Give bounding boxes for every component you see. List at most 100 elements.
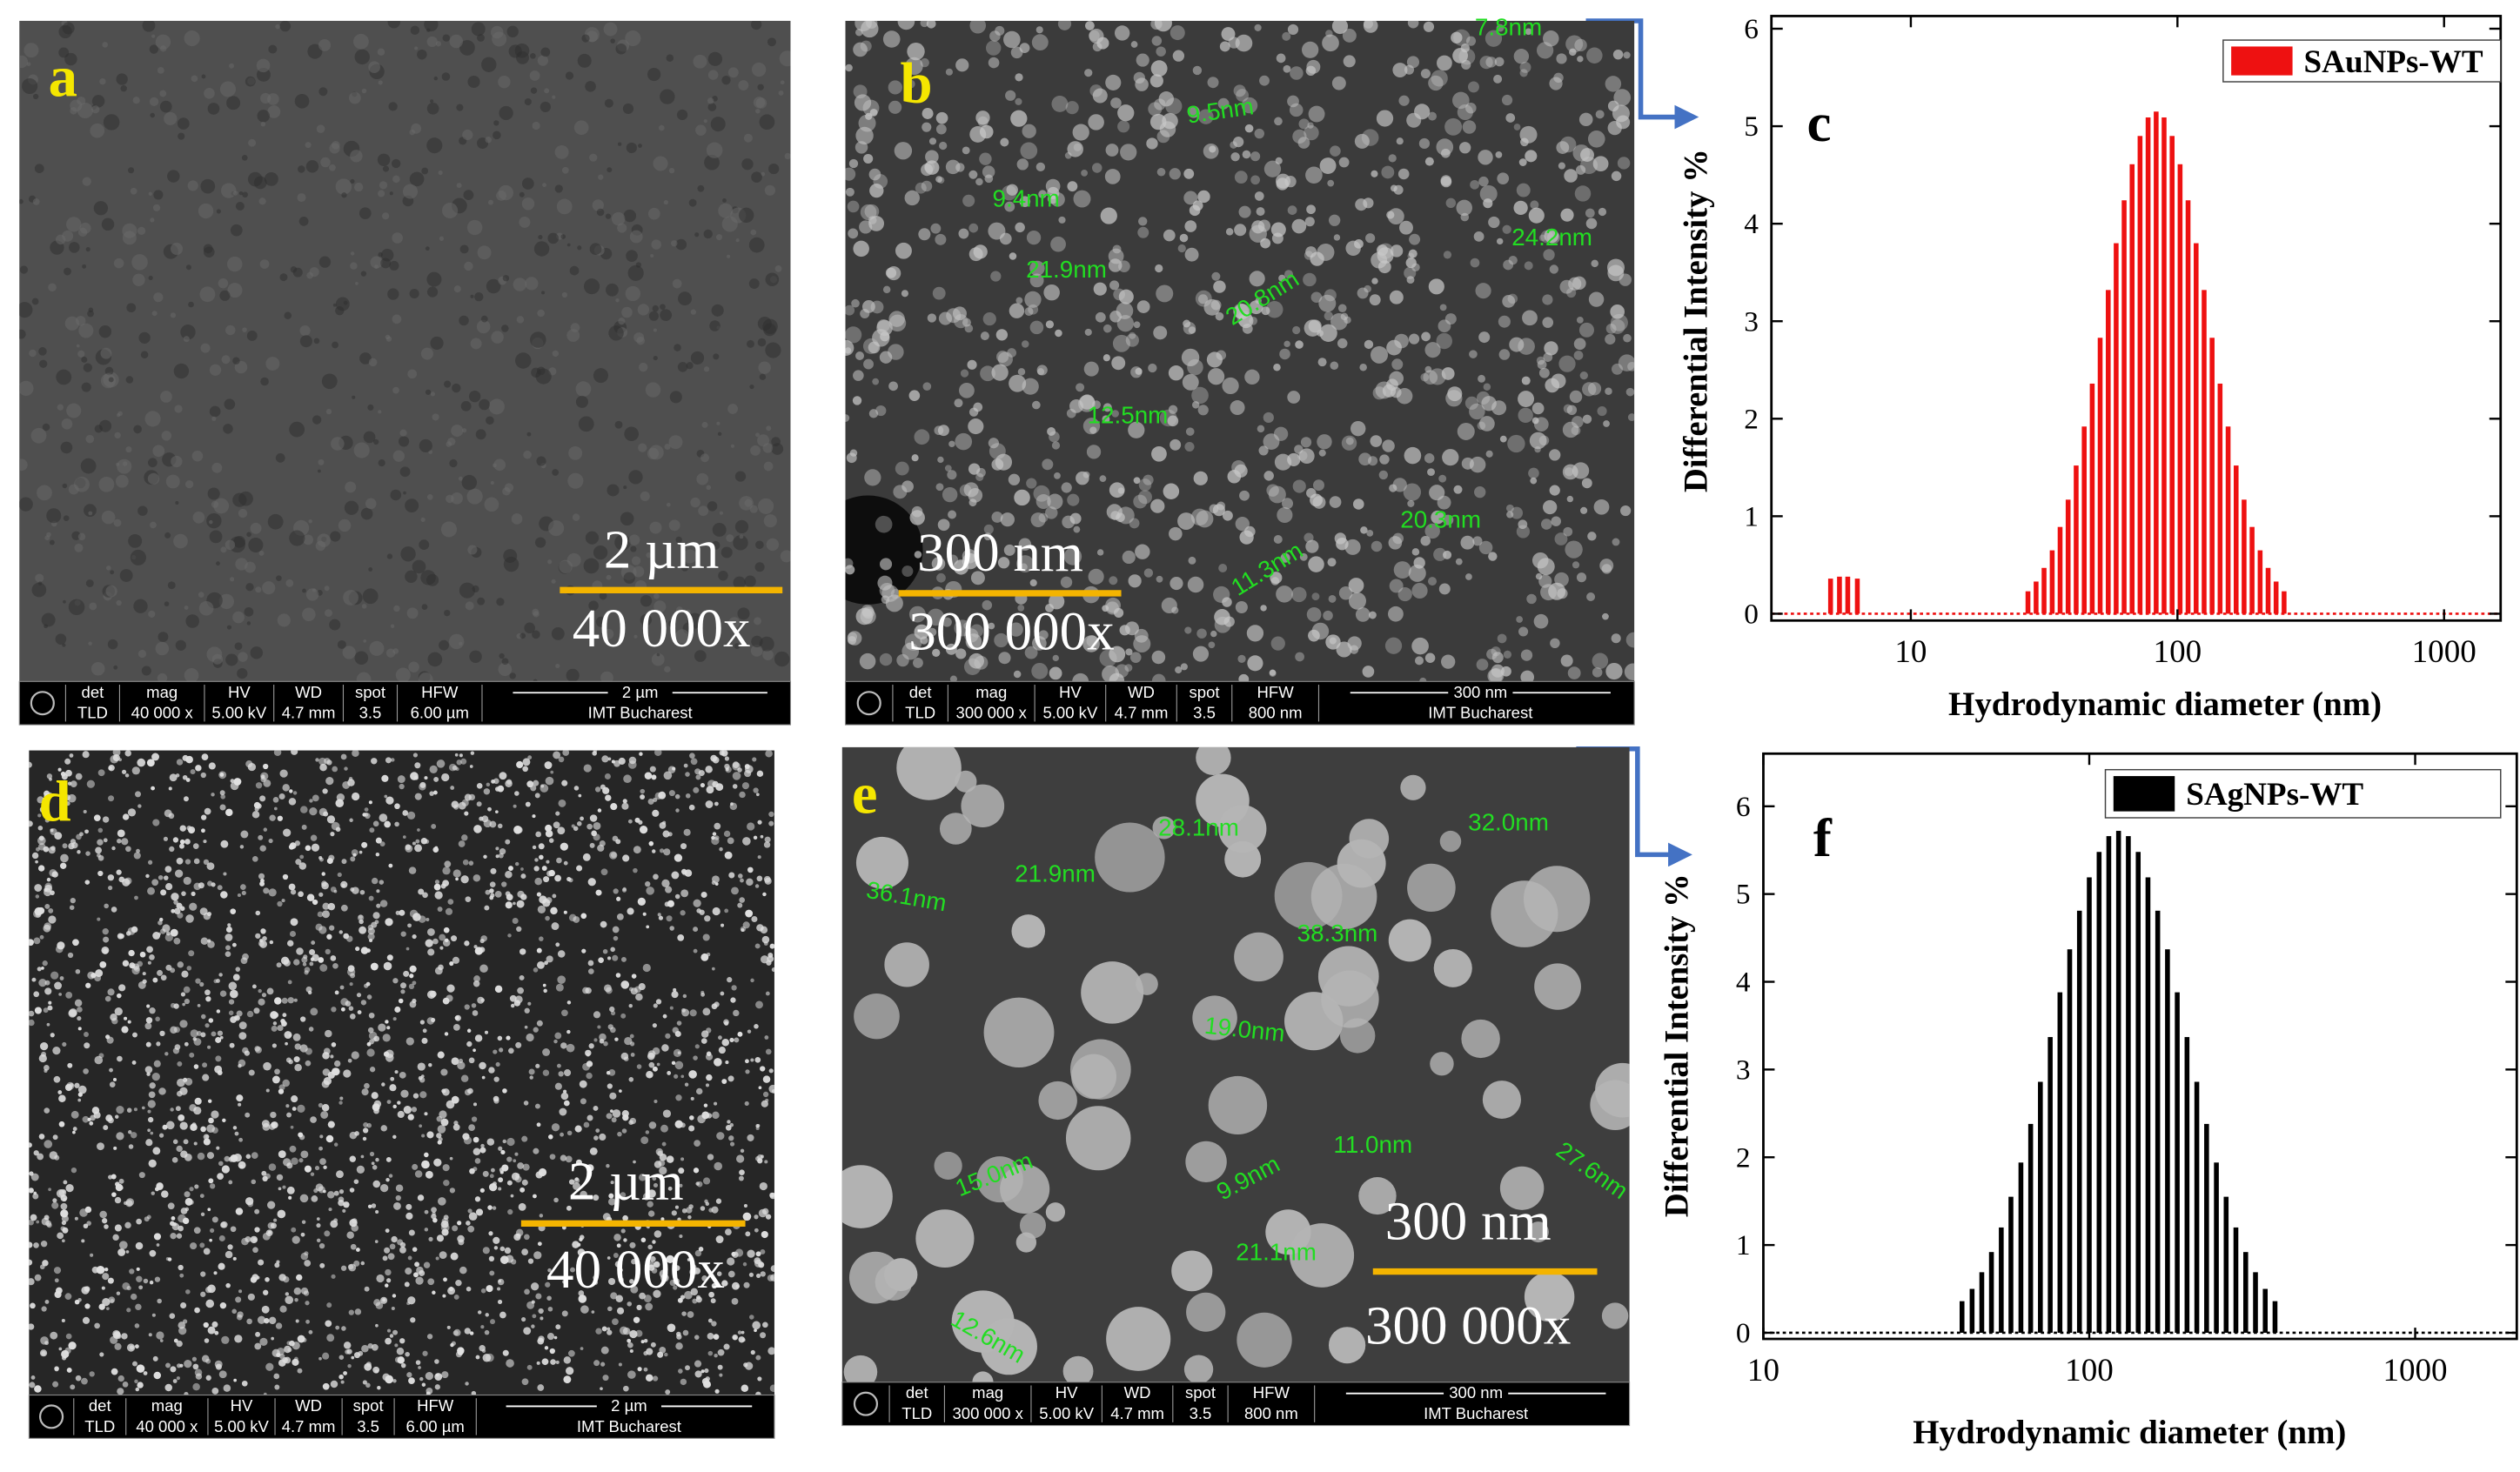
particle bbox=[91, 1107, 100, 1114]
particle bbox=[333, 1060, 341, 1067]
particle bbox=[412, 1247, 418, 1252]
particle bbox=[937, 519, 950, 532]
particle bbox=[419, 783, 426, 791]
particle bbox=[289, 421, 305, 438]
particle bbox=[173, 900, 178, 905]
particle bbox=[1347, 636, 1362, 651]
scale-bar-label: 300 nm bbox=[917, 522, 1083, 583]
particle bbox=[210, 1183, 216, 1189]
particle bbox=[1024, 307, 1034, 317]
particle bbox=[948, 510, 957, 519]
particle bbox=[301, 824, 307, 830]
particle bbox=[1618, 354, 1635, 371]
particle bbox=[1045, 320, 1055, 329]
particle bbox=[446, 984, 455, 993]
particle bbox=[62, 1239, 65, 1243]
particle bbox=[391, 158, 401, 169]
particle bbox=[882, 285, 891, 294]
particle bbox=[177, 1061, 183, 1067]
particle bbox=[502, 1349, 509, 1356]
particle bbox=[614, 420, 623, 429]
particle bbox=[551, 922, 560, 931]
particle bbox=[727, 254, 731, 258]
particle bbox=[318, 1146, 323, 1151]
particle bbox=[64, 1347, 71, 1355]
particle bbox=[1218, 564, 1228, 572]
particle bbox=[738, 1336, 746, 1343]
particle bbox=[1270, 577, 1280, 585]
particle bbox=[1627, 413, 1635, 422]
particle bbox=[279, 20, 292, 32]
particle bbox=[1054, 472, 1061, 479]
particle bbox=[372, 1366, 380, 1374]
particle bbox=[426, 28, 431, 32]
particle bbox=[626, 250, 638, 262]
particle bbox=[578, 793, 582, 798]
particle bbox=[901, 642, 920, 660]
particle bbox=[705, 1083, 710, 1087]
particle bbox=[1310, 291, 1323, 303]
info-value: 300 000 x bbox=[956, 704, 1028, 722]
particle bbox=[295, 1319, 299, 1323]
particle bbox=[1537, 359, 1547, 370]
particle bbox=[104, 1224, 109, 1229]
particle bbox=[649, 1255, 656, 1262]
particle bbox=[33, 991, 40, 998]
particle bbox=[1102, 324, 1112, 333]
particle bbox=[637, 1367, 642, 1372]
particle bbox=[480, 1143, 485, 1148]
particle bbox=[1439, 830, 1462, 853]
particle bbox=[588, 600, 599, 611]
particle bbox=[405, 1203, 412, 1210]
particle bbox=[712, 1111, 720, 1120]
particle bbox=[66, 1368, 72, 1373]
particle bbox=[343, 1342, 352, 1349]
particle bbox=[703, 366, 710, 372]
particle bbox=[911, 454, 919, 462]
particle bbox=[904, 190, 920, 206]
particle bbox=[459, 582, 476, 599]
particle bbox=[103, 936, 110, 943]
sem-texture bbox=[841, 746, 1630, 1382]
particle bbox=[332, 766, 338, 773]
particle bbox=[320, 1111, 329, 1119]
particle bbox=[426, 286, 439, 298]
particle bbox=[191, 450, 204, 462]
particle bbox=[150, 112, 155, 118]
particle bbox=[220, 891, 228, 899]
particle bbox=[464, 1004, 470, 1010]
particle bbox=[658, 1159, 666, 1167]
particle bbox=[498, 1146, 503, 1151]
particle bbox=[74, 543, 84, 552]
particle bbox=[208, 1178, 214, 1184]
particle bbox=[117, 933, 124, 940]
particle bbox=[1424, 453, 1435, 464]
particle bbox=[521, 197, 535, 211]
particle bbox=[33, 937, 41, 945]
particle bbox=[746, 878, 754, 887]
particle bbox=[179, 1121, 188, 1130]
particle bbox=[473, 1048, 476, 1053]
particle bbox=[353, 182, 364, 192]
particle bbox=[105, 1114, 113, 1122]
particle bbox=[1554, 532, 1568, 545]
particle bbox=[199, 907, 208, 916]
particle bbox=[1464, 396, 1479, 410]
particle bbox=[973, 244, 988, 259]
particle bbox=[452, 956, 460, 964]
particle bbox=[359, 207, 372, 219]
particle bbox=[207, 1326, 216, 1335]
particle bbox=[682, 994, 687, 999]
particle bbox=[643, 1351, 648, 1356]
particle bbox=[1015, 297, 1023, 304]
particle bbox=[331, 437, 345, 451]
particle bbox=[1185, 427, 1195, 436]
particle bbox=[1358, 452, 1372, 466]
particle bbox=[743, 133, 753, 143]
particle bbox=[606, 1113, 613, 1120]
particle bbox=[618, 1362, 622, 1367]
particle bbox=[424, 1112, 428, 1116]
particle bbox=[203, 1138, 211, 1146]
particle bbox=[371, 921, 378, 928]
particle bbox=[380, 258, 392, 269]
